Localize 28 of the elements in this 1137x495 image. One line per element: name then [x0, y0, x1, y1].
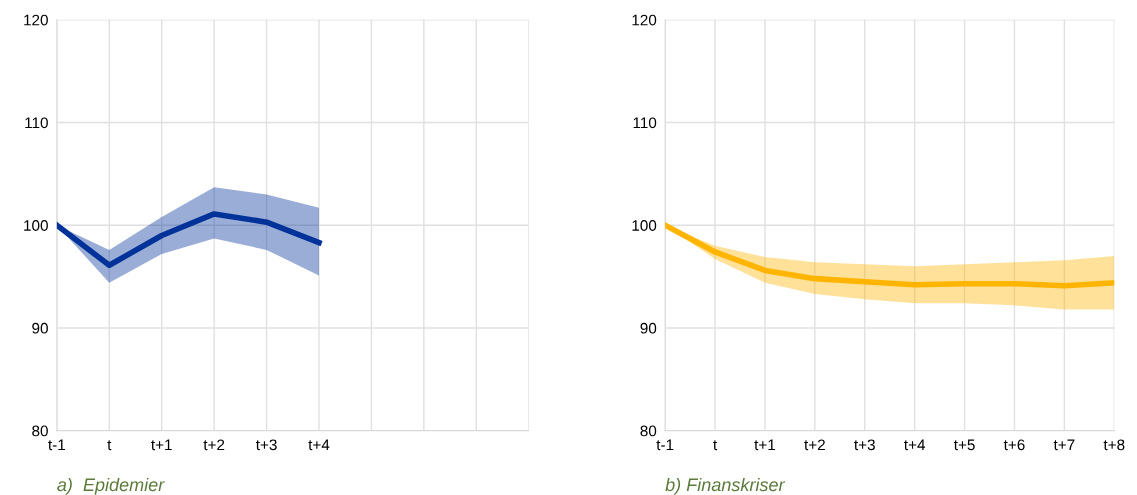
x-tick-label: t — [713, 440, 718, 451]
y-tick-label: 120 — [632, 14, 657, 26]
x-tick-label: t+6 — [1003, 439, 1025, 451]
y-tick-label: 90 — [32, 322, 48, 334]
y-tick-label: 120 — [24, 14, 48, 26]
x-tick-label: t+4 — [904, 439, 926, 451]
y-tick-label: 80 — [640, 425, 657, 437]
x-tick-label: t+2 — [203, 439, 225, 451]
x-tick-label: t+1 — [754, 439, 776, 451]
x-tick-label: t — [107, 440, 112, 451]
x-tick-label: t+1 — [151, 439, 172, 451]
text: a) Epidemier — [57, 477, 165, 495]
y-tick-label: 110 — [633, 117, 657, 129]
x-tick-label: t+3 — [854, 439, 875, 451]
y-tick-label: 100 — [632, 220, 657, 231]
y-tick-label: 110 — [25, 117, 48, 129]
text: b) Finanskriser — [665, 477, 786, 495]
y-tick-label: 90 — [640, 322, 657, 334]
y-tick-label: 80 — [32, 425, 48, 437]
x-tick-label: t-1 — [656, 439, 674, 451]
x-tick-label: t+5 — [953, 439, 975, 451]
x-tick-label: t+8 — [1103, 439, 1125, 451]
x-tick-label: t+2 — [804, 439, 825, 451]
x-tick-label: t+3 — [255, 439, 277, 451]
y-tick-label: 100 — [24, 220, 48, 231]
x-tick-label: t+7 — [1053, 439, 1075, 451]
x-tick-label: t+4 — [308, 439, 330, 451]
x-tick-label: t-1 — [48, 439, 66, 451]
